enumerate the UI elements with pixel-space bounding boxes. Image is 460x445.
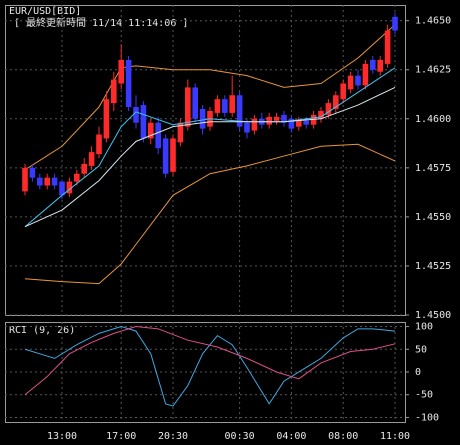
candle-body — [229, 95, 235, 113]
band-line — [24, 24, 396, 171]
candle-body — [185, 87, 191, 127]
candle-body — [340, 83, 346, 100]
y-tick-label: -50 — [415, 390, 433, 401]
candle-body — [111, 79, 117, 104]
x-tick-label: 04:00 — [276, 431, 306, 442]
candle-body — [22, 167, 28, 192]
y-tick-label: 1.4625 — [415, 65, 451, 76]
candle-body — [148, 122, 154, 139]
candle-body — [281, 114, 287, 123]
y-tick-label: 1.4600 — [415, 114, 451, 125]
x-tick-label: 08:00 — [328, 431, 358, 442]
candle-body — [288, 118, 295, 129]
y-tick-label: 50 — [415, 344, 427, 355]
candle-body — [266, 116, 272, 125]
y-tick-label: -100 — [415, 412, 439, 423]
rci-line — [24, 326, 396, 396]
x-tick-label: 00:30 — [225, 431, 255, 442]
candle-body — [103, 99, 110, 139]
candle-body — [133, 107, 139, 123]
main-frame — [5, 5, 406, 316]
candle-body — [199, 108, 206, 129]
x-tick-label: 17:00 — [106, 431, 136, 442]
candle-body — [162, 138, 169, 174]
x-tick-label: 20:30 — [158, 431, 188, 442]
candle-body — [170, 138, 176, 172]
candle-body — [303, 120, 309, 125]
candle-body — [37, 177, 43, 186]
candle-body — [118, 59, 124, 84]
candle-body — [140, 105, 147, 139]
x-tick-label: 11:00 — [380, 431, 410, 442]
y-tick-label: 0 — [415, 367, 421, 378]
y-tick-label: 1.4500 — [415, 310, 451, 321]
candle-body — [88, 152, 95, 166]
y-tick-label: 1.4650 — [415, 16, 451, 27]
candle-body — [377, 59, 383, 72]
candle-body — [125, 59, 132, 108]
rci-title: RCI (9, 26) — [9, 325, 75, 336]
candle-body — [177, 122, 184, 143]
band-line — [24, 143, 396, 285]
candle-body — [296, 120, 302, 127]
candle-body — [244, 122, 250, 133]
candle-body — [81, 163, 87, 174]
rci-line — [24, 326, 396, 407]
candle-body — [51, 177, 58, 186]
candle-body — [74, 173, 80, 182]
candle-body — [66, 181, 73, 194]
candle-body — [273, 116, 280, 121]
y-tick-label: 1.4525 — [415, 261, 451, 272]
candle-body — [347, 75, 354, 90]
candle-body — [318, 110, 324, 119]
candle-body — [236, 95, 243, 127]
candle-body — [251, 118, 258, 131]
candle-body — [333, 95, 339, 109]
symbol: EUR/USD[BID] — [9, 6, 81, 17]
candle-body — [384, 30, 391, 64]
candle-body — [192, 87, 198, 119]
candle-body — [222, 99, 228, 113]
y-tick-label: 100 — [415, 322, 433, 333]
x-tick-label: 13:00 — [47, 431, 77, 442]
candle-body — [96, 134, 102, 155]
candle-body — [370, 59, 376, 70]
candle-body — [392, 16, 398, 31]
candle-body — [59, 181, 65, 196]
updated-time: [ 最終更新時間 11/14 11:14:06 ] — [14, 16, 188, 29]
y-tick-label: 1.4550 — [415, 212, 451, 223]
candle-body — [214, 99, 221, 113]
candle-body — [44, 177, 50, 186]
candle-body — [325, 103, 332, 115]
candle-body — [29, 167, 36, 178]
y-tick-label: 1.4575 — [415, 163, 451, 174]
moving-average — [24, 86, 396, 228]
moving-average — [24, 67, 396, 228]
candle-body — [355, 75, 361, 86]
candle-body — [362, 63, 369, 86]
candle-body — [155, 122, 161, 149]
